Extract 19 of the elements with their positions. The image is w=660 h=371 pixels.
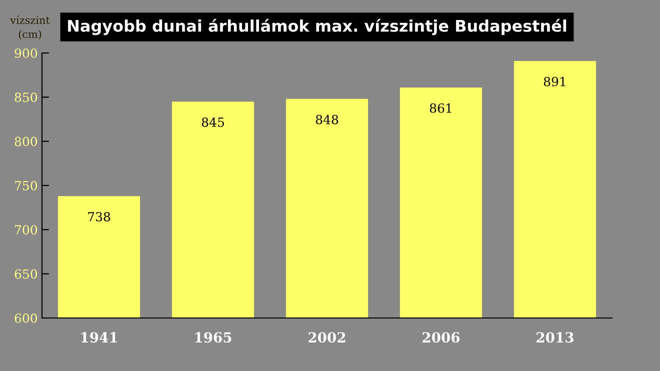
- y-tick-label: 650: [14, 269, 38, 279]
- y-axis-title: vízszint (cm): [10, 16, 50, 40]
- x-tick-label: 1941: [81, 332, 117, 343]
- x-tick-label: 2013: [536, 332, 574, 343]
- x-tick-label: 2006: [422, 332, 460, 343]
- y-tick-label: 750: [15, 180, 38, 190]
- data-label: 738: [88, 212, 110, 222]
- x-tick-label: 2002: [308, 332, 346, 343]
- data-label: 848: [316, 114, 338, 124]
- chart-title: Nagyobb dunai árhullámok max. vízszintje Budapestnél: [68, 18, 566, 36]
- data-label: 891: [544, 76, 566, 86]
- data-label: 845: [202, 117, 224, 127]
- y-tick-label: 850: [14, 92, 38, 102]
- x-tick-label: 1965: [195, 332, 232, 343]
- y-tick-label: 600: [14, 313, 38, 323]
- y-tick-label: 900: [14, 48, 38, 58]
- data-label: 861: [430, 103, 452, 113]
- y-tick-label: 800: [14, 136, 38, 146]
- y-tick-label: 700: [15, 225, 38, 235]
